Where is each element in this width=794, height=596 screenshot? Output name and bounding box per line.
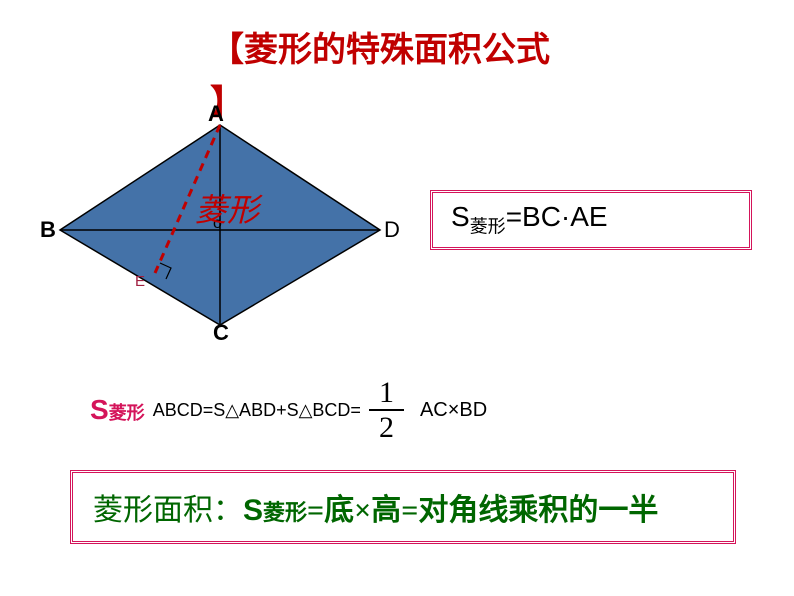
formula1-s: S [451, 201, 470, 232]
fraction-numerator: 1 [369, 376, 404, 411]
conclusion-prefix: 菱形面积： [93, 494, 243, 527]
equation-s-base: S [90, 394, 109, 425]
conclusion-s-base: S [243, 494, 263, 527]
formula1-rhs: =BC·AE [506, 201, 608, 232]
rhombus-diagram: A B C D o E 菱形 [40, 105, 420, 355]
vertex-d-label: D [384, 217, 400, 243]
formula1-sub: 菱形 [470, 217, 506, 237]
vertex-b-label: B [40, 217, 56, 243]
conclusion-suffix: =底×高=对角线乘积的一半 [307, 494, 658, 527]
equation-fraction: 1 2 [369, 376, 404, 444]
conclusion-s-sub: 菱形 [263, 500, 307, 525]
rhombus-text-label: 菱形 [195, 185, 259, 231]
foot-e-label: E [135, 273, 145, 290]
equation-s-sub: 菱形 [109, 403, 145, 423]
formula-box-area-base-height: S菱形=BC·AE [430, 190, 752, 250]
conclusion-s: S菱形 [243, 494, 307, 527]
vertex-c-label: C [213, 320, 229, 346]
equation-middle: ABCD=S△ABD+S△BCD= [153, 400, 361, 421]
equation-tail: AC×BD [420, 399, 487, 422]
equation-s-term: S菱形 [90, 394, 145, 426]
formula1-text: S菱形=BC·AE [451, 201, 608, 232]
page-title-line1: 【菱形的特殊面积公式 [210, 22, 550, 71]
area-equation: S菱形 ABCD=S△ABD+S△BCD= 1 2 AC×BD [90, 375, 690, 445]
vertex-a-label: A [208, 101, 224, 127]
conclusion-box: 菱形面积：S菱形=底×高=对角线乘积的一半 [70, 470, 736, 544]
fraction-denominator: 2 [369, 411, 404, 444]
